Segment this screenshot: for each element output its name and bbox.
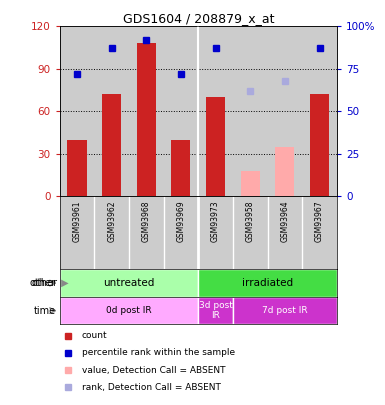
Title: GDS1604 / 208879_x_at: GDS1604 / 208879_x_at xyxy=(122,12,274,25)
Text: other: other xyxy=(32,278,58,288)
Text: GSM93962: GSM93962 xyxy=(107,200,116,241)
Bar xyxy=(67,140,87,196)
Bar xyxy=(241,171,260,196)
Text: 7d post IR: 7d post IR xyxy=(262,306,308,315)
Bar xyxy=(198,269,337,297)
Text: GSM93958: GSM93958 xyxy=(246,200,255,241)
Text: untreated: untreated xyxy=(103,278,155,288)
Bar xyxy=(206,97,225,196)
Text: count: count xyxy=(82,331,107,340)
Text: GSM93967: GSM93967 xyxy=(315,200,324,242)
Bar xyxy=(102,94,121,196)
Text: rank, Detection Call = ABSENT: rank, Detection Call = ABSENT xyxy=(82,383,221,392)
Text: GSM93973: GSM93973 xyxy=(211,200,220,242)
Text: GSM93961: GSM93961 xyxy=(72,200,82,241)
Text: 3d post
IR: 3d post IR xyxy=(199,301,233,320)
Bar xyxy=(198,297,233,324)
Text: GSM93968: GSM93968 xyxy=(142,200,151,241)
Bar xyxy=(60,269,198,297)
Text: percentile rank within the sample: percentile rank within the sample xyxy=(82,348,235,357)
Text: GSM93964: GSM93964 xyxy=(280,200,290,242)
Text: ▶: ▶ xyxy=(58,278,69,288)
Text: GSM93969: GSM93969 xyxy=(176,200,186,242)
Bar xyxy=(137,43,156,196)
Bar xyxy=(171,140,191,196)
Text: time: time xyxy=(34,306,56,315)
Bar xyxy=(60,297,198,324)
Bar xyxy=(310,94,329,196)
Text: irradiated: irradiated xyxy=(242,278,293,288)
Text: other: other xyxy=(30,278,56,288)
Bar xyxy=(233,297,337,324)
Text: 0d post IR: 0d post IR xyxy=(106,306,152,315)
Bar xyxy=(275,147,295,196)
Text: value, Detection Call = ABSENT: value, Detection Call = ABSENT xyxy=(82,366,225,375)
